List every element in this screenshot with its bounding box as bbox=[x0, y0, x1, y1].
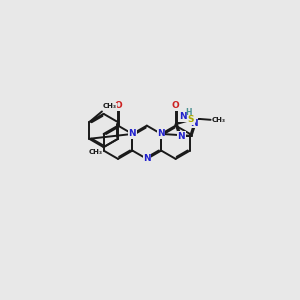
Text: CH₃: CH₃ bbox=[103, 103, 117, 109]
Text: O: O bbox=[114, 101, 122, 110]
Text: N: N bbox=[190, 119, 197, 128]
Text: S: S bbox=[188, 115, 194, 124]
Text: O: O bbox=[172, 101, 179, 110]
Text: N: N bbox=[158, 129, 165, 138]
Text: N: N bbox=[178, 132, 185, 141]
Text: N: N bbox=[179, 112, 186, 121]
Text: N: N bbox=[143, 154, 151, 164]
Text: H: H bbox=[185, 108, 191, 117]
Text: N: N bbox=[129, 129, 136, 138]
Text: CH₃: CH₃ bbox=[212, 117, 226, 123]
Text: CH₃: CH₃ bbox=[88, 149, 103, 155]
